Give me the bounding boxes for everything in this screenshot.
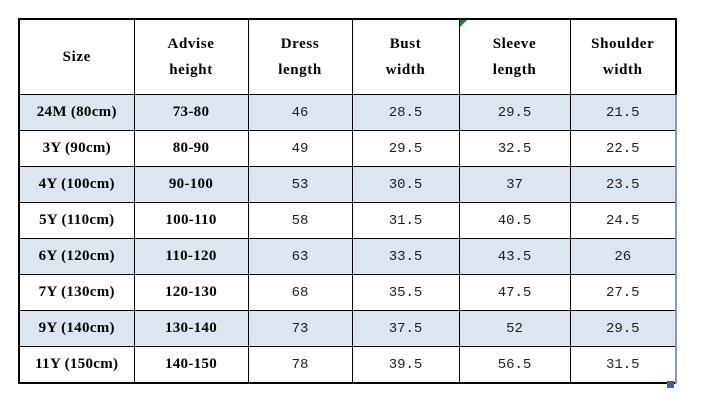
dress-length-cell: 73 <box>247 310 353 347</box>
advise-height-cell: 140-150 <box>133 346 249 384</box>
dress-length-cell: 63 <box>247 238 353 275</box>
shoulder-width-cell: 27.5 <box>569 274 677 311</box>
table-row: 4Y (100cm) 90-100 53 30.5 37 23.5 <box>18 166 677 203</box>
advise-height-cell: 130-140 <box>133 310 249 347</box>
sleeve-length-cell: 47.5 <box>458 274 571 311</box>
size-cell: 3Y (90cm) <box>18 130 135 167</box>
table-row: 24M (80cm) 73-80 46 28.5 29.5 21.5 <box>18 94 677 131</box>
table-row: 9Y (140cm) 130-140 73 37.5 52 29.5 <box>18 310 677 347</box>
advise-height-cell: 100-110 <box>133 202 249 239</box>
size-cell: 4Y (100cm) <box>18 166 135 203</box>
selection-handle <box>667 381 674 388</box>
size-cell: 24M (80cm) <box>18 94 135 131</box>
table-row: 7Y (130cm) 120-130 68 35.5 47.5 27.5 <box>18 274 677 311</box>
shoulder-width-cell: 21.5 <box>569 94 677 131</box>
column-header-shoulder-width: Shoulder width <box>569 18 677 95</box>
table-row: 3Y (90cm) 80-90 49 29.5 32.5 22.5 <box>18 130 677 167</box>
bust-width-cell: 29.5 <box>351 130 460 167</box>
column-header-advise-height: Advise height <box>133 18 249 95</box>
size-cell: 11Y (150cm) <box>18 346 135 384</box>
size-cell: 7Y (130cm) <box>18 274 135 311</box>
column-header-line: length <box>278 62 322 78</box>
sleeve-length-cell: 52 <box>458 310 571 347</box>
bust-width-cell: 35.5 <box>351 274 460 311</box>
sleeve-length-cell: 32.5 <box>458 130 571 167</box>
advise-height-cell: 73-80 <box>133 94 249 131</box>
shoulder-width-cell: 22.5 <box>569 130 677 167</box>
sleeve-length-cell: 29.5 <box>458 94 571 131</box>
column-header-size: Size <box>18 18 135 95</box>
column-header-line: length <box>492 62 537 78</box>
column-header-line: height <box>169 62 213 78</box>
column-header-line: Advise <box>167 36 215 52</box>
size-chart-table: Size Advise height Dress length Bust wid… <box>18 18 677 384</box>
table-row: 6Y (120cm) 110-120 63 33.5 43.5 26 <box>18 238 677 275</box>
column-header-line: Size <box>62 49 91 65</box>
advise-height-cell: 120-130 <box>133 274 249 311</box>
shoulder-width-cell: 23.5 <box>569 166 677 203</box>
column-header-line: Dress <box>280 36 320 52</box>
sleeve-length-cell: 56.5 <box>458 346 571 384</box>
column-header-line: width <box>385 62 426 78</box>
shoulder-width-cell: 26 <box>569 238 677 275</box>
shoulder-width-cell: 31.5 <box>569 346 677 384</box>
column-header-line: Sleeve <box>492 36 537 52</box>
dress-length-cell: 78 <box>247 346 353 384</box>
bust-width-cell: 30.5 <box>351 166 460 203</box>
column-header-dress-length: Dress length <box>247 18 353 95</box>
column-header-bust-width: Bust width <box>351 18 460 95</box>
table-row: 11Y (150cm) 140-150 78 39.5 56.5 31.5 <box>18 346 677 384</box>
dress-length-cell: 58 <box>247 202 353 239</box>
shoulder-width-cell: 29.5 <box>569 310 677 347</box>
sleeve-length-cell: 40.5 <box>458 202 571 239</box>
bust-width-cell: 28.5 <box>351 94 460 131</box>
column-header-line: Bust <box>389 36 422 52</box>
bust-width-cell: 37.5 <box>351 310 460 347</box>
dress-length-cell: 46 <box>247 94 353 131</box>
column-header-line: Shoulder <box>591 36 655 52</box>
bust-width-cell: 33.5 <box>351 238 460 275</box>
table-row: 5Y (110cm) 100-110 58 31.5 40.5 24.5 <box>18 202 677 239</box>
header-row: Size Advise height Dress length Bust wid… <box>18 18 677 95</box>
bust-width-cell: 39.5 <box>351 346 460 384</box>
size-cell: 5Y (110cm) <box>18 202 135 239</box>
size-cell: 9Y (140cm) <box>18 310 135 347</box>
advise-height-cell: 90-100 <box>133 166 249 203</box>
size-cell: 6Y (120cm) <box>18 238 135 275</box>
dress-length-cell: 49 <box>247 130 353 167</box>
column-header-line: width <box>602 62 643 78</box>
dress-length-cell: 68 <box>247 274 353 311</box>
sleeve-length-cell: 43.5 <box>458 238 571 275</box>
dress-length-cell: 53 <box>247 166 353 203</box>
bust-width-cell: 31.5 <box>351 202 460 239</box>
advise-height-cell: 80-90 <box>133 130 249 167</box>
sleeve-length-cell: 37 <box>458 166 571 203</box>
column-header-sleeve-length: Sleeve length <box>458 18 571 95</box>
advise-height-cell: 110-120 <box>133 238 249 275</box>
comment-marker-icon <box>460 20 467 27</box>
shoulder-width-cell: 24.5 <box>569 202 677 239</box>
